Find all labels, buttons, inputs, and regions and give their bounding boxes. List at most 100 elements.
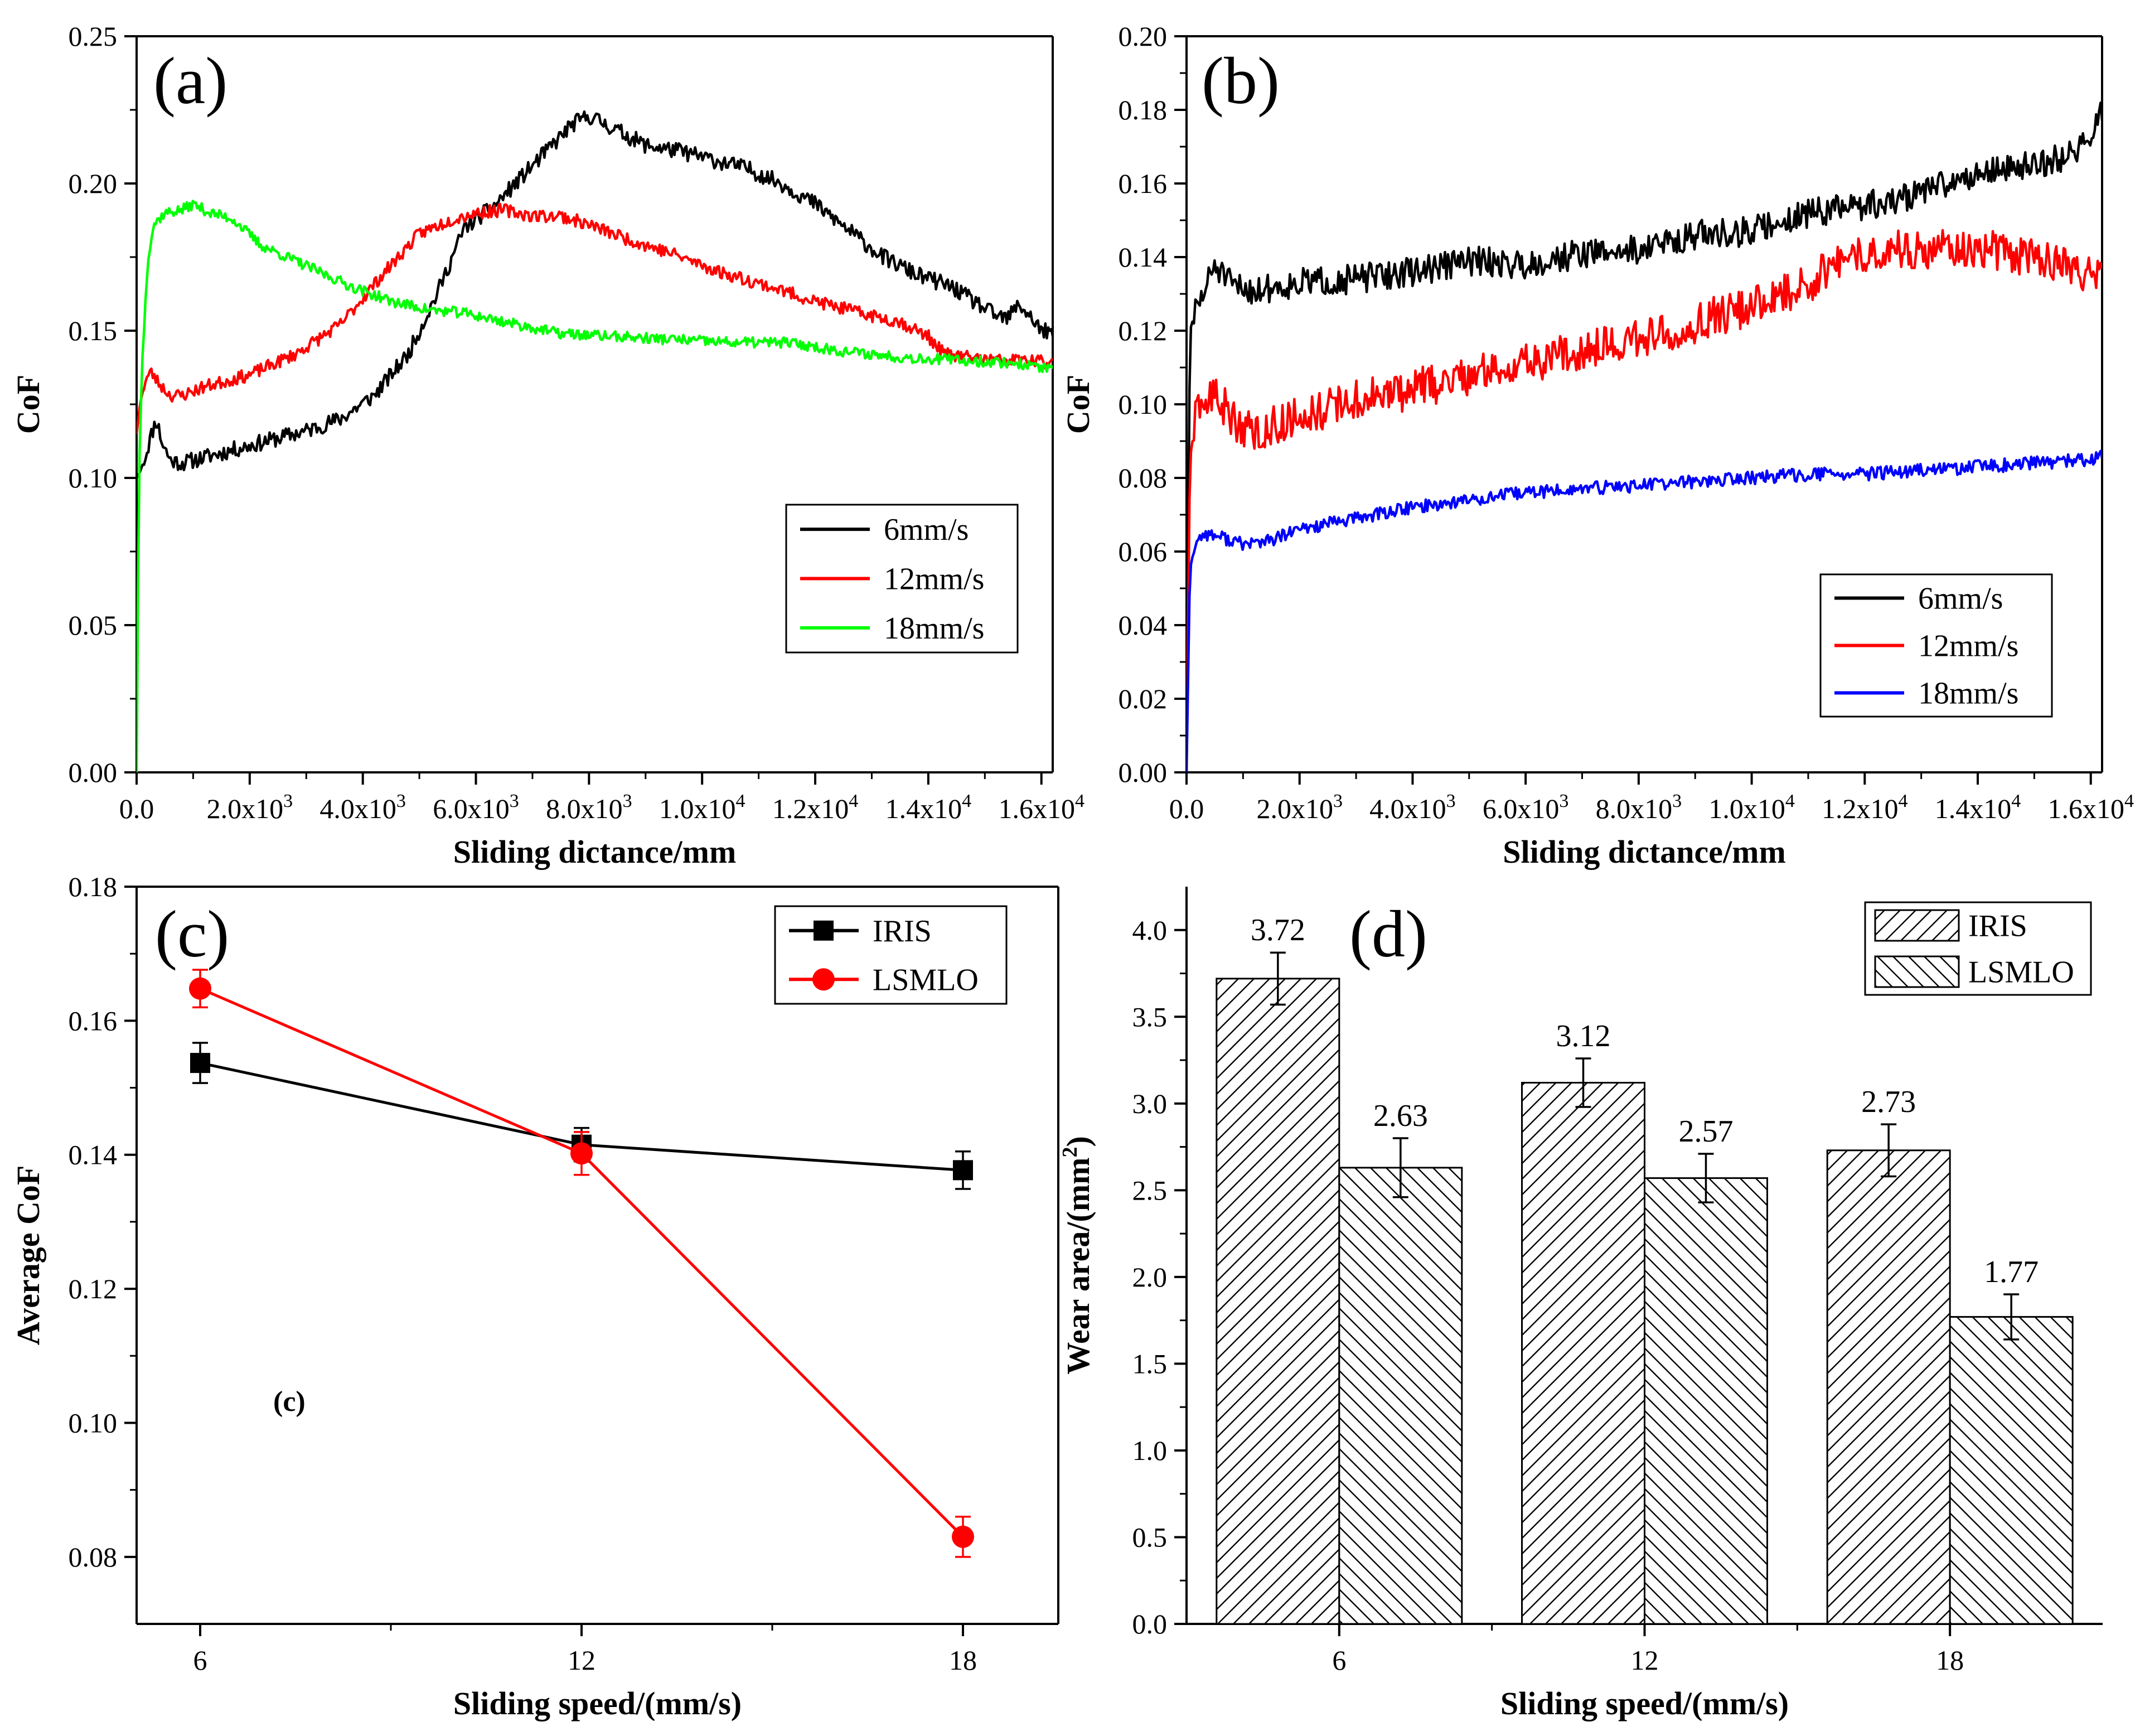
series-line-18mm/s — [1187, 449, 2102, 772]
x-tick-label-exponent: 4 — [1899, 791, 1908, 811]
y-axis-title: Wear area/(mm2) — [1058, 1136, 1096, 1375]
x-tick-label: 6.0x103 — [1483, 791, 1569, 824]
x-tick-label-exponent: 3 — [1333, 791, 1343, 811]
data-point-IRIS — [953, 1160, 973, 1181]
legend-swatch-marker — [812, 968, 835, 991]
y-tick-label: 0.14 — [1119, 241, 1168, 273]
data-point-LSMLO — [952, 1525, 974, 1548]
y-axis-title: Average CoF — [10, 1166, 46, 1346]
x-tick-label-exponent: 4 — [962, 791, 971, 811]
y-tick-label: 0.06 — [1119, 536, 1168, 567]
y-tick-label: 0.00 — [1119, 757, 1168, 788]
x-tick-label: 1.2x104 — [772, 791, 859, 824]
x-tick-label: 1.6x104 — [998, 791, 1084, 824]
y-tick-label: 0.05 — [69, 610, 118, 641]
series-line-6mm/s — [137, 110, 1053, 479]
x-tick-label-exponent: 4 — [735, 791, 745, 811]
x-tick-label: 1.4x104 — [1935, 791, 2021, 824]
y-tick-label: 2.5 — [1132, 1174, 1168, 1206]
series-line-6mm/s — [1187, 101, 2102, 772]
y-tick-label: 2.0 — [1132, 1261, 1168, 1293]
x-tick-label: 12 — [568, 1645, 595, 1676]
x-tick-label: 6.0x103 — [433, 791, 519, 824]
x-tick-label-exponent: 3 — [510, 791, 519, 811]
y-tick-label: 0.08 — [69, 1541, 118, 1573]
x-axis-title: Sliding speed/(mm/s) — [453, 1685, 742, 1722]
data-point-LSMLO — [570, 1142, 593, 1165]
data-label: 2.63 — [1373, 1099, 1428, 1133]
y-axis-title: CoF — [1060, 375, 1096, 434]
y-axis-title-end: ) — [1060, 1136, 1096, 1147]
x-tick-label-exponent: 4 — [849, 791, 858, 811]
legend-entry: IRIS — [1968, 909, 2027, 944]
x-tick-label-text: 1.4x10 — [1935, 793, 2012, 824]
x-tick-label: 1.4x104 — [885, 791, 972, 824]
data-label: 1.77 — [1984, 1255, 2039, 1289]
x-tick-label-text: 8.0x10 — [546, 793, 623, 824]
y-tick-label: 0.12 — [69, 1273, 118, 1304]
x-tick-label-text: 0.0 — [1169, 793, 1204, 824]
x-tick-label: 4.0x103 — [319, 791, 406, 824]
x-axis-title: Sliding dictance/mm — [453, 834, 737, 870]
panel-label: (b) — [1202, 43, 1280, 118]
y-tick-label: 4.0 — [1132, 915, 1168, 946]
x-axis-title: Sliding speed/(mm/s) — [1500, 1685, 1789, 1722]
data-label: 2.57 — [1679, 1114, 1734, 1149]
y-tick-label: 0.08 — [1119, 462, 1168, 494]
legend-entry: 6mm/s — [1918, 582, 2003, 616]
x-tick-label-text: 1.2x10 — [1822, 793, 1899, 824]
y-tick-label: 0.04 — [1119, 610, 1168, 641]
y-tick-label: 0.10 — [1119, 389, 1168, 420]
panel-label: (d) — [1349, 897, 1427, 971]
bar-IRIS — [1826, 1149, 1951, 1625]
x-tick-label: 4.0x103 — [1369, 791, 1456, 824]
panel-d: 0.0 0.5 1.0 1.5 2.0 2.5 3.0 3.5 4.0 6 3.72 2.63 12 3.… — [1058, 887, 2103, 1722]
y-tick-label: 0.0 — [1132, 1608, 1168, 1640]
y-tick-label: 1.0 — [1132, 1435, 1168, 1466]
series-line-12mm/s — [137, 202, 1053, 434]
legend-entry: IRIS — [873, 914, 932, 949]
y-tick-label: 0.16 — [1119, 168, 1168, 199]
x-tick-label-exponent: 3 — [1559, 791, 1568, 811]
x-tick-label-text: 1.0x10 — [1708, 793, 1785, 824]
y-tick-label: 0.16 — [69, 1005, 118, 1036]
x-tick-label-exponent: 3 — [283, 791, 293, 811]
series-line-18mm/s — [137, 200, 1053, 772]
x-tick-label: 12 — [1631, 1645, 1659, 1676]
y-axis-title-text: CoF — [1060, 375, 1096, 434]
x-tick-label-exponent: 3 — [623, 791, 632, 811]
y-tick-label: 0.14 — [69, 1139, 118, 1171]
y-axis-title-text: CoF — [10, 375, 46, 434]
data-point-LSMLO — [189, 977, 211, 1000]
x-tick-label: 8.0x103 — [546, 791, 632, 824]
y-tick-label: 0.02 — [1119, 683, 1168, 714]
y-tick-label: 0.12 — [1119, 315, 1168, 346]
legend-entry: LSMLO — [1968, 955, 2074, 990]
x-tick-label: 6 — [1332, 1645, 1346, 1676]
legend-swatch-hatch — [1874, 955, 1960, 988]
x-axis-title: Sliding dictance/mm — [1503, 834, 1786, 870]
y-axis-title-text: Wear area/(mm — [1060, 1158, 1096, 1375]
legend-entry: 18mm/s — [1918, 676, 2018, 711]
y-tick-label: 3.0 — [1132, 1088, 1168, 1119]
legend-entry: 18mm/s — [884, 611, 984, 646]
y-tick-label: 0.20 — [69, 168, 118, 199]
x-tick-label-text: 2.0x10 — [207, 793, 284, 824]
x-tick-label: 0.0 — [119, 793, 154, 824]
x-tick-label-text: 1.6x10 — [998, 793, 1075, 824]
x-tick-label-text: 6.0x10 — [1483, 793, 1560, 824]
y-axis-title-sup: 2 — [1058, 1147, 1082, 1158]
y-tick-label: 0.18 — [69, 871, 118, 902]
bar-IRIS — [1216, 978, 1340, 1625]
data-label: 2.73 — [1861, 1085, 1916, 1119]
panel-label: (a) — [153, 43, 227, 118]
x-tick-label-exponent: 4 — [1785, 791, 1795, 811]
y-tick-label: 0.00 — [69, 757, 118, 788]
x-tick-label-exponent: 4 — [2124, 791, 2134, 811]
x-tick-label-exponent: 3 — [1446, 791, 1456, 811]
data-label: 3.12 — [1556, 1019, 1611, 1053]
series-line-12mm/s — [1187, 229, 2102, 772]
y-tick-label: 0.10 — [69, 1407, 118, 1438]
